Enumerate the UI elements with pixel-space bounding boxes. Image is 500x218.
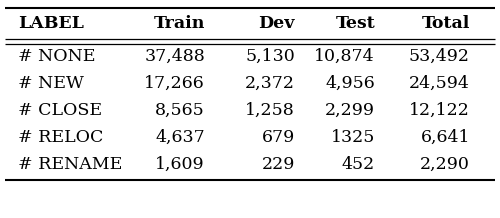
Text: Train: Train: [154, 15, 205, 31]
Text: # NEW: # NEW: [18, 75, 84, 92]
Text: 1325: 1325: [330, 128, 375, 145]
Text: 53,492: 53,492: [409, 48, 470, 65]
Text: 24,594: 24,594: [409, 75, 470, 92]
Text: 6,641: 6,641: [420, 128, 470, 145]
Text: # NONE: # NONE: [18, 48, 96, 65]
Text: 8,565: 8,565: [155, 102, 205, 119]
Text: # RELOC: # RELOC: [18, 128, 103, 145]
Text: 229: 229: [262, 155, 295, 172]
Text: # CLOSE: # CLOSE: [18, 102, 102, 119]
Text: 4,956: 4,956: [325, 75, 375, 92]
Text: Test: Test: [335, 15, 375, 31]
Text: Dev: Dev: [258, 15, 295, 31]
Text: # RENAME: # RENAME: [18, 155, 122, 172]
Text: 10,874: 10,874: [314, 48, 375, 65]
Text: 37,488: 37,488: [144, 48, 205, 65]
Text: 1,609: 1,609: [156, 155, 205, 172]
Text: 2,290: 2,290: [420, 155, 470, 172]
Text: 17,266: 17,266: [144, 75, 205, 92]
Text: 1,258: 1,258: [245, 102, 295, 119]
Text: 12,122: 12,122: [409, 102, 470, 119]
Text: Total: Total: [422, 15, 470, 31]
Text: 2,299: 2,299: [325, 102, 375, 119]
Text: 679: 679: [262, 128, 295, 145]
Text: LABEL: LABEL: [18, 15, 84, 31]
Text: 452: 452: [342, 155, 375, 172]
Text: 2,372: 2,372: [245, 75, 295, 92]
Text: 5,130: 5,130: [245, 48, 295, 65]
Text: 4,637: 4,637: [155, 128, 205, 145]
